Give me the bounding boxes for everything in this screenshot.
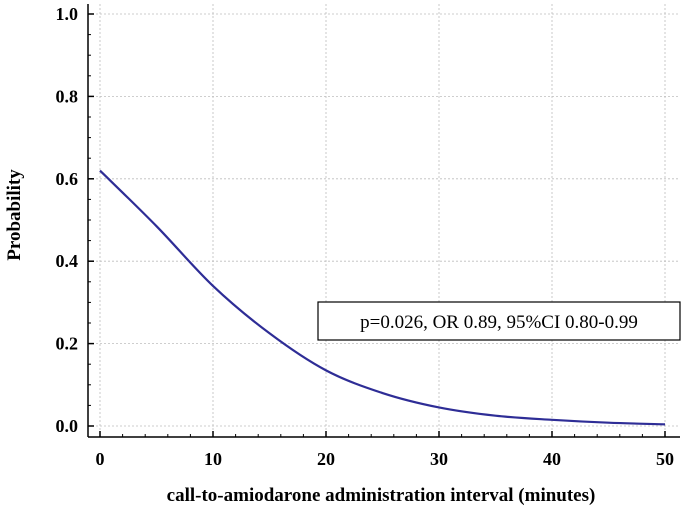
- y-tick-label: 1.0: [56, 4, 79, 24]
- axes: [87, 4, 680, 438]
- x-tick-label: 0: [96, 449, 105, 469]
- probability-curve: [99, 169, 666, 426]
- annotation-text: p=0.026, OR 0.89, 95%CI 0.80-0.99: [360, 312, 638, 333]
- y-tick-label: 0.0: [56, 416, 79, 436]
- y-tick-label: 0.4: [56, 251, 79, 271]
- x-tick-label: 30: [430, 449, 448, 469]
- x-tick-label: 10: [204, 449, 222, 469]
- x-tick-label: 50: [656, 449, 674, 469]
- x-tick-label: 20: [317, 449, 335, 469]
- y-axis-title: Probability: [4, 169, 25, 261]
- annotation-box: p=0.026, OR 0.89, 95%CI 0.80-0.99: [317, 301, 681, 341]
- data-series: [99, 169, 666, 426]
- gridlines: [88, 4, 680, 437]
- y-tick-label: 0.8: [56, 86, 79, 106]
- x-tick-label: 40: [543, 449, 561, 469]
- y-tick-label: 0.6: [56, 169, 79, 189]
- x-axis-title: call-to-amiodarone administration interv…: [167, 485, 596, 506]
- y-tick-label: 0.2: [56, 334, 79, 354]
- tick-labels: 0.0 0.2 0.4 0.6 0.8 1.0 0 10 20 30 40 50: [56, 4, 675, 469]
